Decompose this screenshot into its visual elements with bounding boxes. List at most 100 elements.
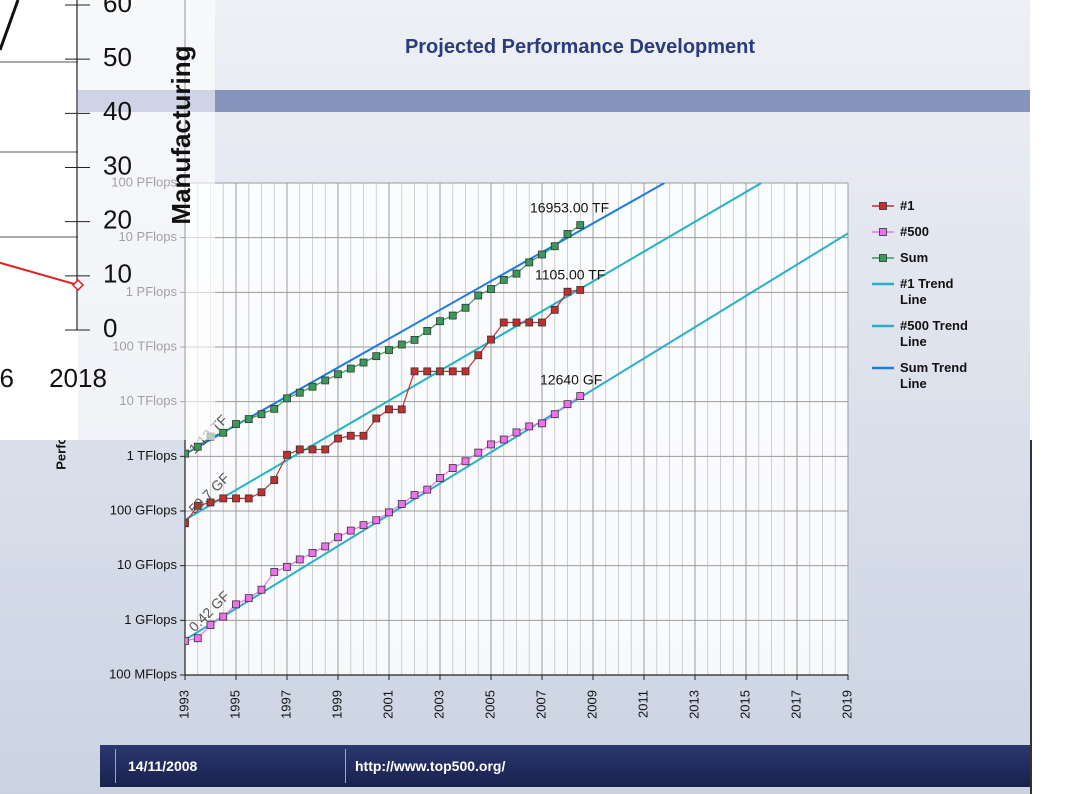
series-line	[185, 183, 665, 455]
y-tick-label: 40	[103, 96, 132, 126]
marker	[461, 457, 470, 466]
marker	[512, 269, 521, 278]
marker	[372, 516, 381, 525]
marker	[512, 428, 521, 437]
marker	[423, 485, 432, 494]
marker	[525, 422, 534, 431]
legend: #1 #500 Sum #1 Trend Line #500 Trend Line Sum…	[870, 198, 1020, 402]
marker	[474, 351, 483, 360]
marker	[538, 419, 546, 428]
legend-label: #1	[900, 198, 915, 213]
x-tick-label: 2015	[737, 690, 752, 719]
overlay-stroke	[0, 0, 20, 51]
x-tick-label: 1997	[278, 690, 293, 719]
legend-entry: #500 Trend Line	[870, 318, 1020, 350]
y-axis-label: Manufacturing	[166, 45, 196, 224]
marker	[270, 476, 279, 484]
x-tick-label: 2003	[431, 690, 446, 719]
marker	[185, 449, 189, 458]
series-line	[0, 261, 79, 287]
marker	[487, 335, 495, 344]
footer: 14/11/2008 http://www.top500.org/	[100, 745, 1030, 787]
marker	[563, 230, 572, 238]
y-tick-label: 50	[103, 42, 132, 72]
marker	[461, 303, 470, 312]
marker	[219, 428, 228, 437]
marker	[397, 340, 406, 349]
legend-label: Sum	[900, 250, 929, 265]
legend-entry: #500	[870, 224, 1020, 240]
marker	[474, 448, 483, 457]
legend-swatch	[872, 366, 894, 370]
overlay-panel	[0, 0, 78, 440]
legend-swatch	[872, 254, 894, 262]
marker	[283, 394, 291, 403]
legend-entry: Sum	[870, 250, 1020, 266]
y-tick-label: 10 GFlops	[117, 557, 177, 572]
marker	[185, 637, 189, 645]
legend-label: #1 Trend Line	[900, 276, 954, 307]
marker	[308, 382, 317, 391]
footer-date: 14/11/2008	[128, 758, 198, 774]
legend-entry: #1	[870, 198, 1020, 214]
marker	[372, 414, 381, 423]
marker	[436, 317, 444, 326]
marker	[346, 431, 355, 440]
series-group	[185, 183, 848, 645]
legend-marker	[879, 254, 887, 262]
marker	[257, 488, 266, 497]
y-tick-label: 30	[103, 150, 132, 180]
x-tick-label: 2016	[0, 363, 14, 393]
marker	[423, 367, 432, 376]
marker	[283, 562, 291, 571]
marker	[576, 392, 585, 401]
marker	[448, 464, 457, 472]
legend-label: #500 Trend Line	[900, 318, 968, 349]
y-tick-label: 100 MFlops	[109, 666, 177, 681]
marker	[295, 388, 304, 397]
legend-marker	[879, 202, 887, 210]
marker	[71, 278, 85, 292]
x-tick-label: 2007	[533, 690, 548, 719]
marker	[232, 600, 240, 609]
marker	[538, 250, 546, 259]
marker	[397, 405, 406, 414]
marker	[321, 542, 330, 551]
marker	[334, 370, 342, 379]
marker	[193, 501, 202, 510]
marker	[295, 445, 304, 454]
y-tick-label: 20	[103, 205, 132, 235]
separator	[115, 749, 116, 783]
marker	[346, 526, 355, 535]
marker	[334, 434, 342, 443]
x-tick-label: 1995	[227, 690, 242, 719]
marker	[499, 275, 508, 284]
series-line	[185, 232, 848, 641]
marker	[448, 311, 457, 320]
y-tick-label: 1 GFlops	[124, 612, 177, 627]
marker	[206, 621, 215, 629]
marker	[423, 327, 432, 335]
marker	[193, 634, 202, 643]
marker	[512, 318, 521, 327]
x-tick-label: 2009	[584, 690, 599, 719]
marker	[436, 474, 444, 482]
marker	[257, 410, 266, 419]
marker	[436, 367, 444, 376]
marker	[474, 291, 483, 300]
x-tick-label: 1999	[329, 690, 344, 719]
marker	[385, 346, 393, 354]
marker	[550, 242, 559, 251]
annotation: 16953.00 TF	[530, 200, 609, 216]
marker	[359, 521, 368, 530]
legend-swatch	[872, 282, 894, 286]
marker	[359, 431, 368, 440]
marker	[295, 555, 304, 564]
legend-swatch	[872, 324, 894, 328]
marker	[283, 450, 291, 459]
x-tick-label: 1993	[176, 690, 191, 719]
marker	[334, 533, 342, 542]
x-tick-label: 2017	[788, 690, 803, 719]
marker	[576, 286, 585, 294]
marker	[487, 440, 495, 449]
